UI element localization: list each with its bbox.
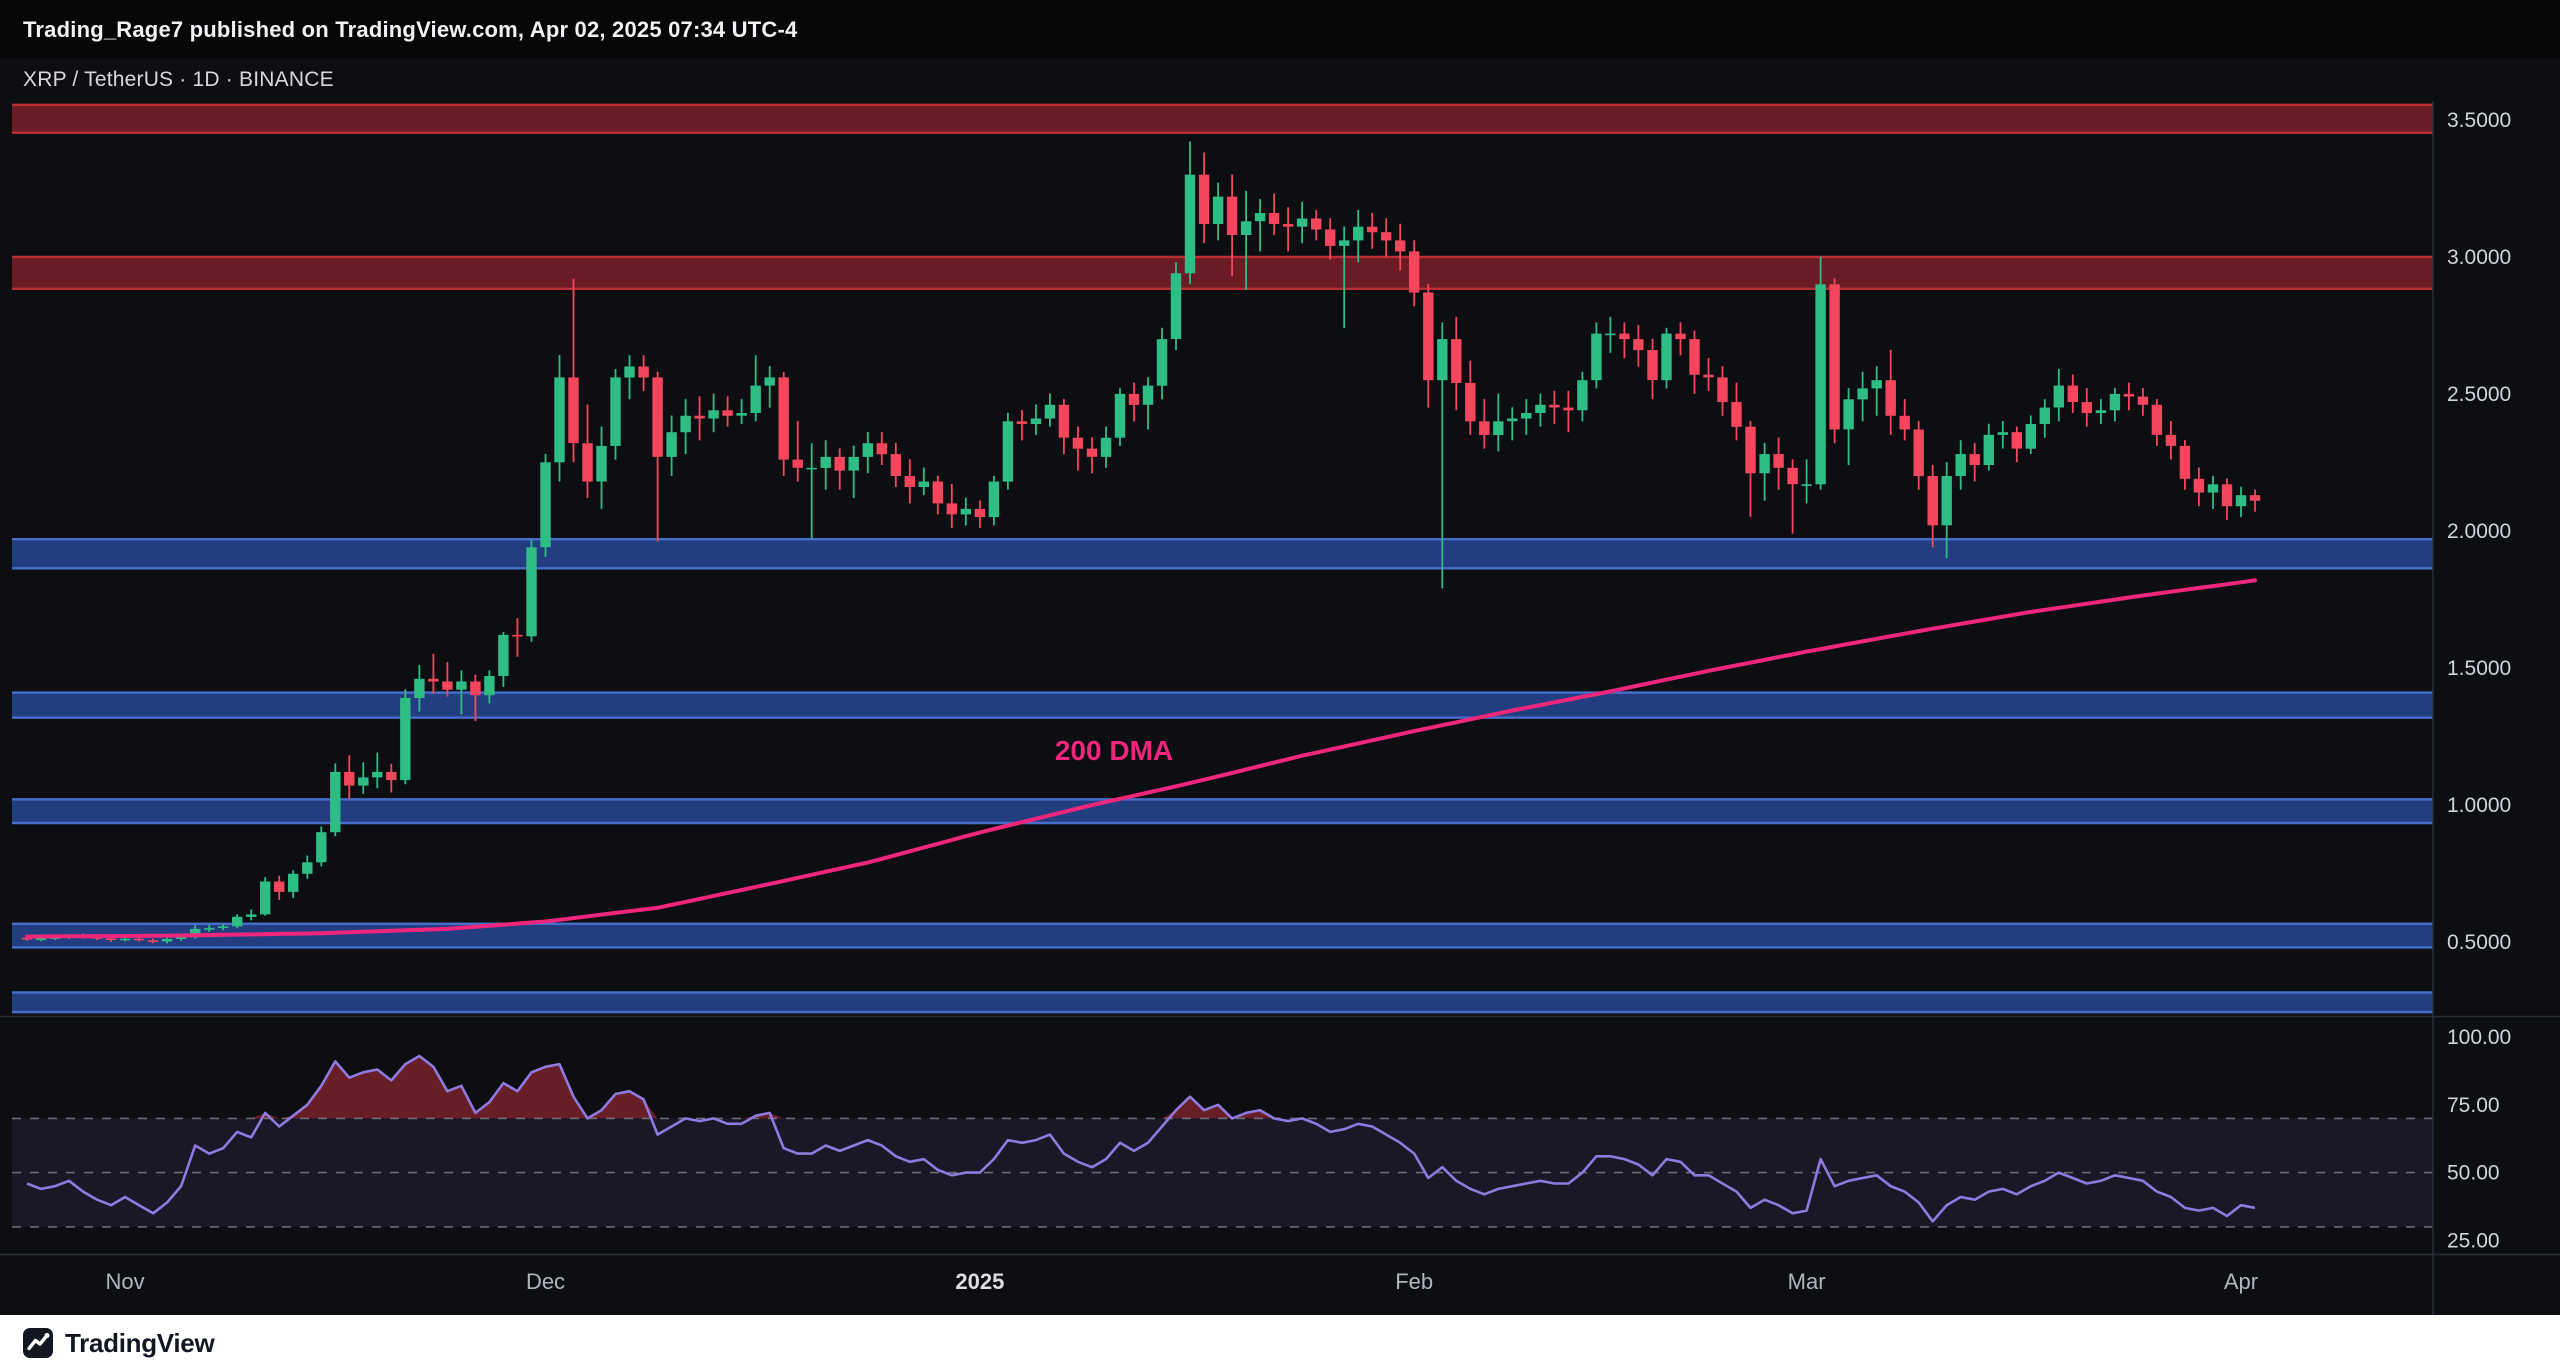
symbol-title: XRP / TetherUS · 1D · BINANCE [23,68,334,91]
time-axis-label: Apr [2224,1269,2258,1294]
resistance-zone [12,255,2433,290]
footer: TradingView [0,1315,2560,1371]
price-axis-label: 0.5000 [2447,931,2511,954]
support-zone [12,991,2433,1014]
time-axis-label: Dec [526,1269,565,1294]
time-axis-label: 2025 [955,1269,1004,1294]
chart-region: 200 DMA 3.5000 3.0000 2.5000 2.0000 1.5000 1.0… [0,59,2560,1315]
support-zone [12,922,2433,949]
price-axis-label: 3.5000 [2447,109,2511,132]
rsi-line [26,1054,2256,1223]
time-axis-label: Feb [1395,1269,1433,1294]
tradingview-logo-icon [21,1326,55,1360]
time-axis-label: Nov [106,1269,145,1294]
support-zone [12,798,2433,825]
time-axis-label: Mar [1788,1269,1826,1294]
tradingview-brand-link[interactable]: TradingView [21,1326,215,1360]
publish-text: Trading_Rage7 published on TradingView.c… [23,16,798,42]
publish-bar: Trading_Rage7 published on TradingView.c… [0,0,2560,59]
price-axis-label: 1.5000 [2447,657,2511,680]
rsi-overbought-fill [27,1056,2255,1119]
rsi-axis-label: 50.00 [2447,1162,2500,1185]
dma-label: 200 DMA [1055,735,1173,766]
tradingview-brand-text: TradingView [65,1327,215,1358]
candles [21,141,2261,944]
dma-line [25,578,2257,939]
rsi-axis-label: 25.00 [2447,1229,2500,1252]
price-axis-label: 3.0000 [2447,246,2511,269]
rsi-axis-label: 75.00 [2447,1094,2500,1117]
price-axis-label: 2.0000 [2447,520,2511,543]
rsi-axis-label: 100.00 [2447,1026,2511,1049]
support-zone [12,691,2433,719]
resistance-zone [12,103,2433,134]
price-axis-label: 1.0000 [2447,794,2511,817]
price-rsi-chart: 200 DMA 3.5000 3.0000 2.5000 2.0000 1.5000 1.0… [0,101,2560,1315]
price-axis-label: 2.5000 [2447,383,2511,406]
support-zone [12,538,2433,570]
